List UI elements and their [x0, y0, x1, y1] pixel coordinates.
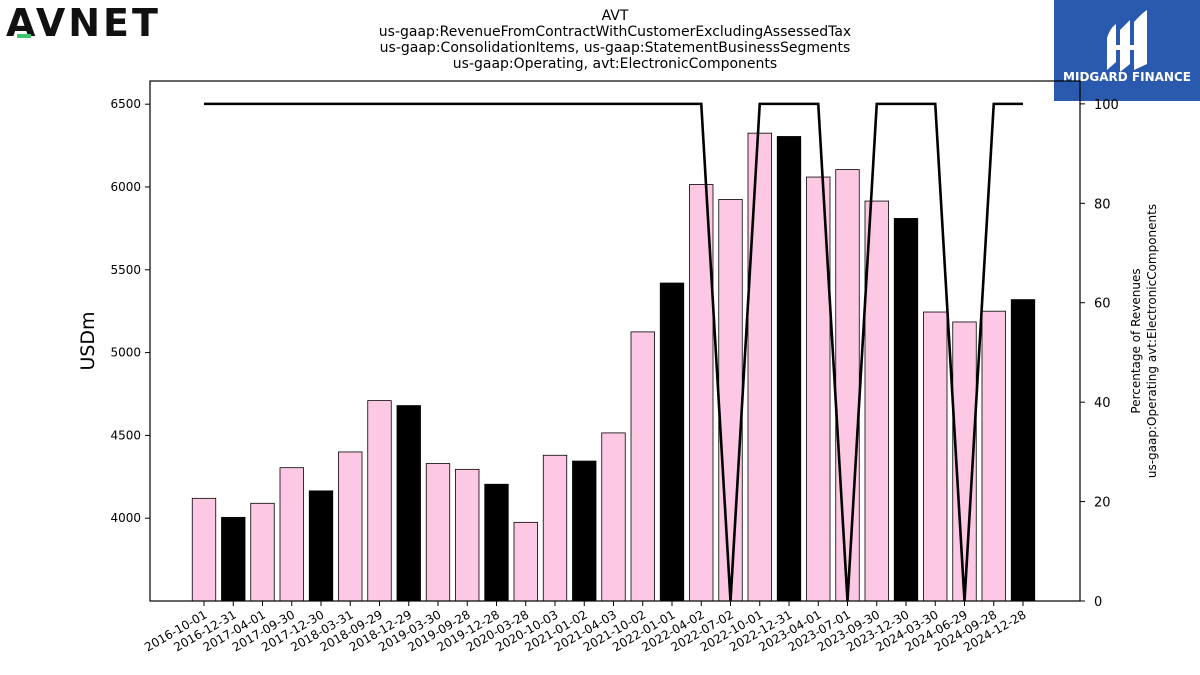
- y-left-tick-label: 4500: [110, 428, 141, 442]
- chart-title: AVTus-gaap:RevenueFromContractWithCustom…: [379, 8, 851, 72]
- bar: [572, 460, 597, 602]
- avnet-logo-text: AVNET: [6, 1, 161, 45]
- y-axis-left: 4000 4500 5000 5500 6000 6500: [110, 97, 150, 525]
- bar: [923, 311, 948, 602]
- bar: [630, 331, 655, 602]
- chart-title-line: us-gaap:Operating, avt:ElectronicCompone…: [453, 56, 777, 72]
- avnet-logo-accent: [17, 34, 31, 38]
- y-right-tick-label: 60: [1094, 297, 1111, 312]
- bar: [250, 502, 275, 602]
- bar: [367, 400, 392, 602]
- bar: [981, 310, 1006, 602]
- bar: [893, 218, 919, 602]
- bar: [513, 521, 538, 602]
- y-left-tick-label: 6500: [110, 97, 141, 111]
- percentage-line-series: [204, 102, 1023, 602]
- bar: [279, 467, 304, 602]
- chart-title-line: AVT: [602, 8, 629, 24]
- y-axis-right: 0 20 40 60 80 100: [1080, 98, 1119, 610]
- y-left-tick-label: 4000: [110, 511, 141, 525]
- bar: [308, 490, 334, 602]
- bar: [659, 282, 685, 602]
- midgard-emblem-icon: [1107, 10, 1147, 72]
- x-axis: 2016-10-012016-12-312017-04-012017-09-30…: [142, 601, 1029, 654]
- y-right-tick-label: 100: [1094, 98, 1119, 113]
- y-axis-right-label-line: Percentage of Revenues: [1129, 268, 1143, 413]
- y-right-tick-label: 80: [1094, 197, 1111, 212]
- avnet-logo: AVNET: [6, 1, 161, 45]
- y-right-tick-label: 40: [1094, 396, 1111, 411]
- y-right-tick-label: 20: [1094, 496, 1111, 511]
- bars: [191, 132, 1036, 602]
- bar: [542, 454, 568, 602]
- bar: [455, 468, 480, 602]
- y-axis-right-label-line: us-gaap:Operating avt:ElectronicComponen…: [1145, 204, 1159, 478]
- y-axis-left-label: USDm: [77, 311, 99, 370]
- bar: [835, 169, 860, 602]
- y-left-tick-label: 5500: [110, 263, 141, 277]
- y-right-tick-label: 0: [1094, 595, 1102, 610]
- percentage-line: [204, 102, 1023, 602]
- y-left-tick-label: 5000: [110, 346, 141, 360]
- bar: [1010, 299, 1036, 602]
- bar: [425, 463, 451, 602]
- bar: [396, 405, 421, 602]
- bar: [718, 199, 743, 602]
- chart-title-line: us-gaap:RevenueFromContractWithCustomerE…: [379, 24, 851, 40]
- y-left-tick-label: 6000: [110, 180, 141, 194]
- bar: [338, 451, 363, 602]
- midgard-finance-logo: MIDGARD FINANCE: [1054, 0, 1200, 101]
- bar: [747, 132, 772, 602]
- bar: [221, 516, 246, 602]
- midgard-logo-text: MIDGARD FINANCE: [1063, 70, 1191, 84]
- y-axis-right-label: Percentage of Revenues us-gaap:Operating …: [1129, 204, 1159, 478]
- plot-frame: [149, 80, 1081, 602]
- chart-title-line: us-gaap:ConsolidationItems, us-gaap:Stat…: [380, 40, 851, 56]
- bar: [601, 432, 626, 602]
- bar: [776, 136, 802, 602]
- bar: [191, 497, 217, 602]
- bar: [484, 483, 509, 602]
